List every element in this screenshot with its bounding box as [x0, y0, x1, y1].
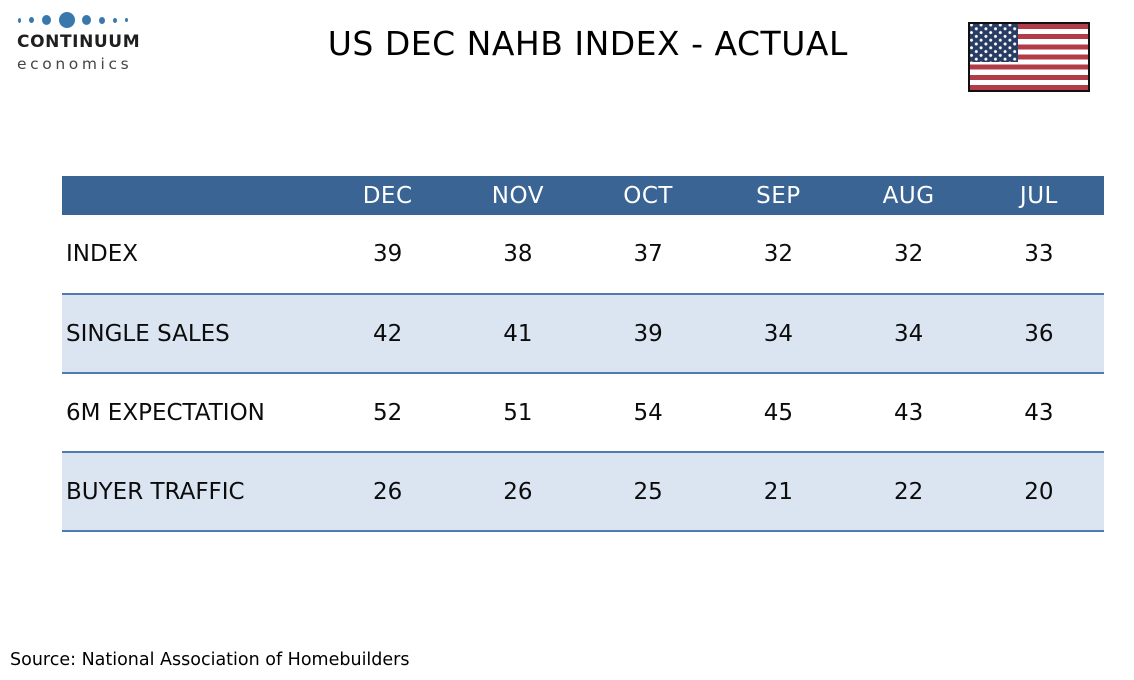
table-header-row: DEC NOV OCT SEP AUG JUL — [62, 176, 1104, 215]
cell-value: 25 — [583, 451, 714, 532]
table-row-buyer-traffic: BUYER TRAFFIC 26 26 25 21 22 20 — [62, 451, 1104, 532]
logo-dot — [82, 15, 92, 25]
row-label: BUYER TRAFFIC — [62, 451, 323, 532]
cell-value: 54 — [633, 399, 663, 426]
cell-value: 37 — [633, 241, 663, 267]
cell-value: 36 — [973, 293, 1104, 374]
cell-value: 45 — [763, 399, 794, 426]
column-header-empty — [62, 176, 323, 215]
continuum-logo: CONTINUUM economics — [17, 11, 141, 73]
cell-value: 52 — [372, 399, 403, 426]
row-label: INDEX — [66, 241, 138, 267]
flag-canton-stars — [970, 24, 1018, 62]
table-row-6m-expectation: 6M EXPECTATION 52 51 54 45 43 43 — [62, 373, 1104, 452]
brand-subname: economics — [17, 55, 133, 73]
nahb-index-table: DEC NOV OCT SEP AUG JUL INDEX 39 38 37 3… — [62, 176, 1104, 532]
cell-value: 34 — [843, 293, 974, 374]
cell-value: 34 — [713, 293, 844, 374]
cell-value: 42 — [322, 293, 453, 374]
source-attribution: Source: National Association of Homebuil… — [10, 650, 410, 670]
row-label: 6M EXPECTATION — [66, 399, 265, 426]
logo-dot — [124, 18, 128, 22]
brand-name: CONTINUUM — [17, 32, 141, 52]
cell-value: 41 — [452, 293, 583, 374]
logo-dot — [41, 15, 51, 25]
cell-value: 43 — [1024, 399, 1054, 426]
logo-dot — [28, 17, 34, 23]
cell-value: 51 — [503, 399, 533, 426]
column-header: AUG — [843, 176, 974, 215]
column-header: NOV — [452, 176, 583, 215]
us-flag-icon — [968, 22, 1090, 92]
cell-value: 32 — [893, 241, 924, 267]
table-row-single-sales: SINGLE SALES 42 41 39 34 34 36 — [62, 293, 1104, 374]
cell-value: 21 — [713, 451, 844, 532]
page-title: US DEC NAHB INDEX - ACTUAL — [327, 24, 848, 63]
table-row-index: INDEX 39 38 37 32 32 33 — [62, 215, 1104, 294]
cell-value: 38 — [503, 241, 533, 267]
cell-value: 39 — [372, 241, 403, 267]
continuum-dots-icon — [18, 11, 128, 29]
column-header: SEP — [713, 176, 844, 215]
logo-dot — [99, 16, 106, 24]
column-header: DEC — [322, 176, 453, 215]
cell-value: 33 — [1024, 241, 1054, 267]
cell-value: 26 — [452, 451, 583, 532]
cell-value: 39 — [583, 293, 714, 374]
cell-value: 26 — [322, 451, 453, 532]
column-header: JUL — [973, 176, 1104, 215]
cell-value: 32 — [763, 241, 794, 267]
column-header: OCT — [583, 176, 714, 215]
row-label: SINGLE SALES — [62, 293, 323, 374]
logo-dot — [113, 17, 118, 23]
cell-value: 43 — [893, 399, 924, 426]
cell-value: 20 — [973, 451, 1104, 532]
logo-dot — [18, 17, 21, 23]
logo-dot — [58, 12, 75, 28]
cell-value: 22 — [843, 451, 974, 532]
